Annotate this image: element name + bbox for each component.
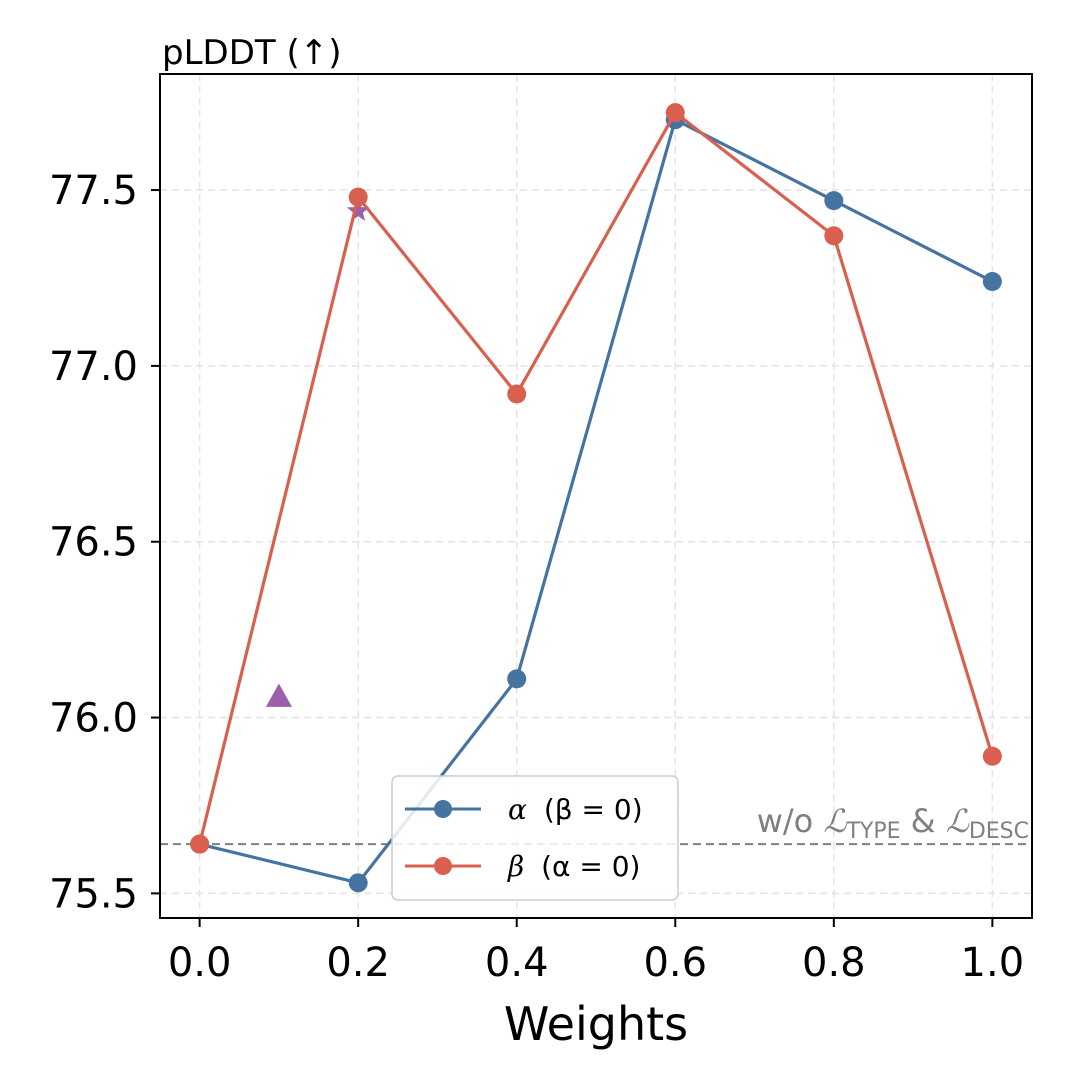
y-tick-label: 76.5	[49, 520, 138, 566]
legend-marker-beta	[434, 857, 452, 875]
y-tick-label: 76.0	[49, 696, 138, 742]
series-layer	[190, 103, 1002, 893]
y-tick-label: 77.0	[49, 344, 138, 390]
star-marker	[346, 199, 370, 221]
x-tick-label: 0.0	[168, 940, 232, 986]
data-point-series-1	[507, 384, 527, 404]
x-axis-ticks: 0.0 0.2 0.4 0.6 0.8 1.0	[168, 918, 1024, 986]
data-point-series-1	[348, 187, 368, 207]
legend-marker-alpha	[434, 800, 452, 818]
y-tick-label: 75.5	[49, 871, 138, 917]
data-point-series-1	[665, 103, 685, 123]
x-tick-label: 0.2	[326, 940, 390, 986]
y-tick-label: 77.5	[49, 168, 138, 214]
series-line-1	[198, 111, 994, 845]
baseline-label: w/o ℒTYPE & ℒDESC	[757, 802, 1029, 844]
triangle-marker	[265, 683, 292, 707]
x-axis-title: Weights	[504, 997, 688, 1051]
y-axis-ticks: 75.5 76.0 76.5 77.0 77.5	[49, 168, 160, 917]
chart-title: pLDDT (↑)	[162, 33, 341, 73]
x-tick-label: 1.0	[961, 940, 1025, 986]
legend[interactable]: α (β = 0) β (α = 0)	[391, 775, 679, 901]
legend-label-beta: β (α = 0)	[507, 850, 640, 883]
x-tick-label: 0.8	[802, 940, 866, 986]
grid-lines	[160, 74, 1032, 918]
series-line-0	[199, 118, 994, 885]
data-point-series-0	[507, 669, 527, 689]
plot-area-frame	[159, 73, 1033, 919]
data-point-series-0	[982, 271, 1002, 291]
data-point-series-1	[190, 834, 210, 854]
extra-markers	[265, 683, 292, 707]
data-point-series-1	[982, 746, 1002, 766]
data-point-series-1	[824, 226, 844, 246]
data-point-series-0	[348, 873, 368, 893]
x-tick-label: 0.4	[485, 940, 549, 986]
legend-box	[391, 775, 679, 901]
x-tick-label: 0.6	[643, 940, 707, 986]
legend-label-alpha: α (β = 0)	[508, 793, 643, 826]
data-point-series-0	[824, 191, 844, 211]
